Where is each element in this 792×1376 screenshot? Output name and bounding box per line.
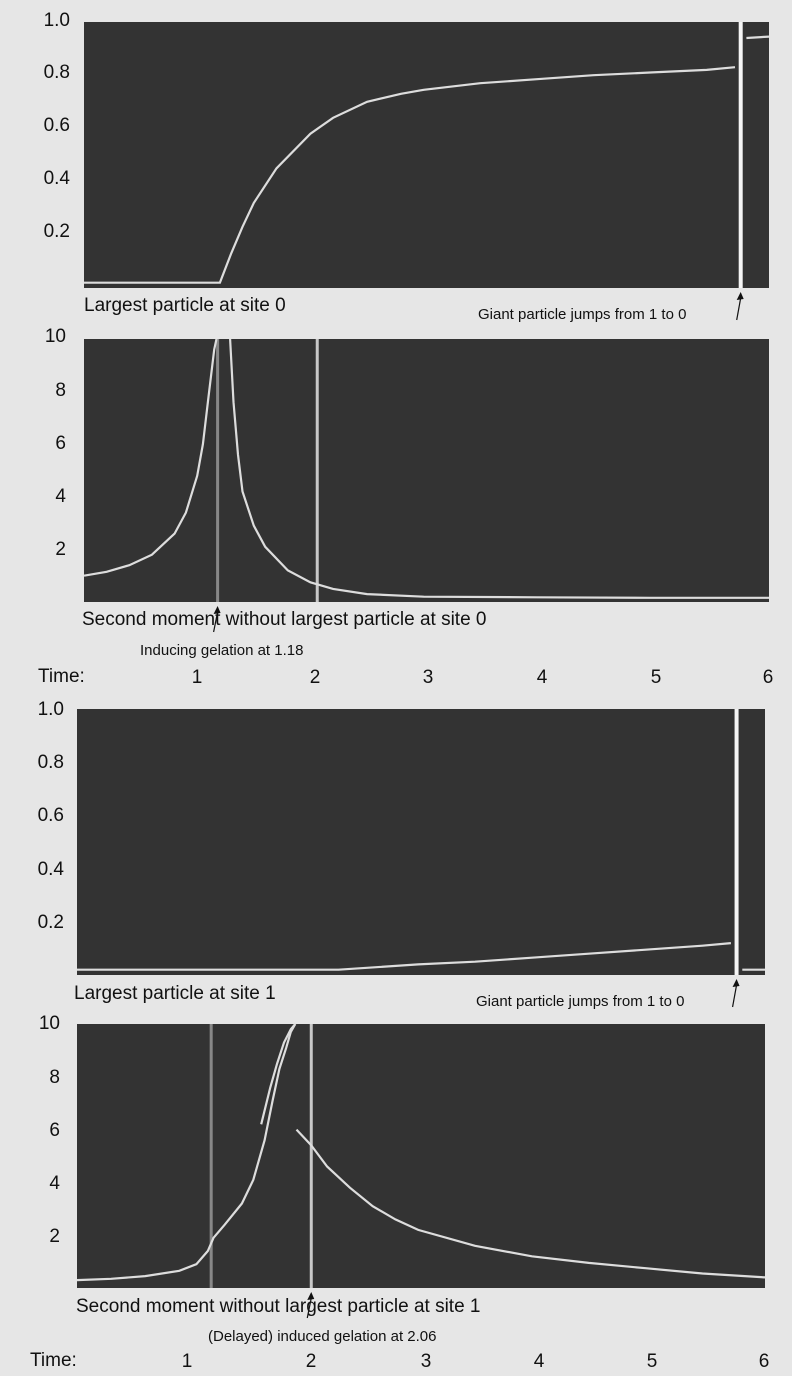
ytick-label: 1.0 [43, 10, 70, 31]
annotation-arrow [731, 984, 738, 1008]
ytick-label: 4 [55, 486, 66, 507]
annotation-arrow [736, 297, 742, 321]
xtick-label: 6 [758, 1351, 770, 1372]
xtick-label: 2 [309, 667, 321, 688]
panel-caption: Second moment without largest particle a… [76, 1296, 481, 1317]
series-line [77, 942, 732, 971]
ytick-label: 8 [55, 380, 66, 401]
xtick-label: 3 [422, 667, 434, 688]
ytick-label: 0.4 [43, 168, 70, 189]
annotation-text: Giant particle jumps from 1 to 0 [478, 306, 687, 323]
annotation-arrowhead [732, 979, 740, 987]
ytick-label: 1.0 [37, 699, 64, 720]
ytick-label: 2 [49, 1226, 60, 1247]
ytick-label: 0.4 [37, 859, 64, 880]
ytick-label: 4 [49, 1173, 60, 1194]
annotation-arrowhead [307, 1292, 315, 1300]
xtick-label: 4 [533, 1351, 545, 1372]
ytick-label: 6 [49, 1120, 60, 1141]
annotation-arrow [213, 611, 219, 633]
series-line [83, 338, 218, 577]
annotation-arrowhead [736, 292, 744, 300]
series-line [746, 35, 770, 40]
series-line [295, 1128, 766, 1279]
xtick-label: 4 [536, 667, 548, 688]
annotation-arrowhead [213, 606, 221, 614]
xtick-label: 1 [181, 1351, 193, 1372]
panel-caption: Largest particle at site 1 [74, 983, 276, 1004]
time-axis-label: Time: [30, 1350, 77, 1371]
annotation-text: Giant particle jumps from 1 to 0 [476, 993, 685, 1010]
xtick-label: 3 [420, 1351, 432, 1372]
ytick-label: 0.2 [37, 912, 64, 933]
ytick-label: 2 [55, 539, 66, 560]
xtick-label: 1 [191, 667, 203, 688]
plot-area [84, 339, 769, 602]
ytick-label: 8 [49, 1067, 60, 1088]
series-line [84, 66, 736, 284]
xtick-label: 5 [646, 1351, 658, 1372]
xtick-label: 6 [762, 667, 774, 688]
series-line [76, 1023, 297, 1282]
series-line [260, 1023, 297, 1125]
panel-caption: Largest particle at site 0 [84, 295, 286, 316]
ytick-label: 0.6 [43, 115, 70, 136]
series-line [229, 338, 769, 599]
ytick-label: 6 [55, 433, 66, 454]
annotation-text: (Delayed) induced gelation at 2.06 [208, 1328, 437, 1345]
xtick-label: 5 [650, 667, 662, 688]
time-axis-label: Time: [38, 666, 85, 687]
plot-area [77, 1024, 765, 1288]
plot-area [77, 709, 765, 975]
panel-caption: Second moment without largest particle a… [82, 609, 487, 630]
ytick-label: 0.8 [37, 752, 64, 773]
ytick-label: 0.6 [37, 805, 64, 826]
xtick-label: 2 [305, 1351, 317, 1372]
annotation-arrow [306, 1297, 312, 1319]
annotation-text: Inducing gelation at 1.18 [140, 642, 304, 659]
ytick-label: 10 [44, 326, 66, 347]
ytick-label: 0.8 [43, 62, 70, 83]
ytick-label: 0.2 [43, 221, 70, 242]
plot-area [84, 22, 769, 288]
ytick-label: 10 [38, 1013, 60, 1034]
